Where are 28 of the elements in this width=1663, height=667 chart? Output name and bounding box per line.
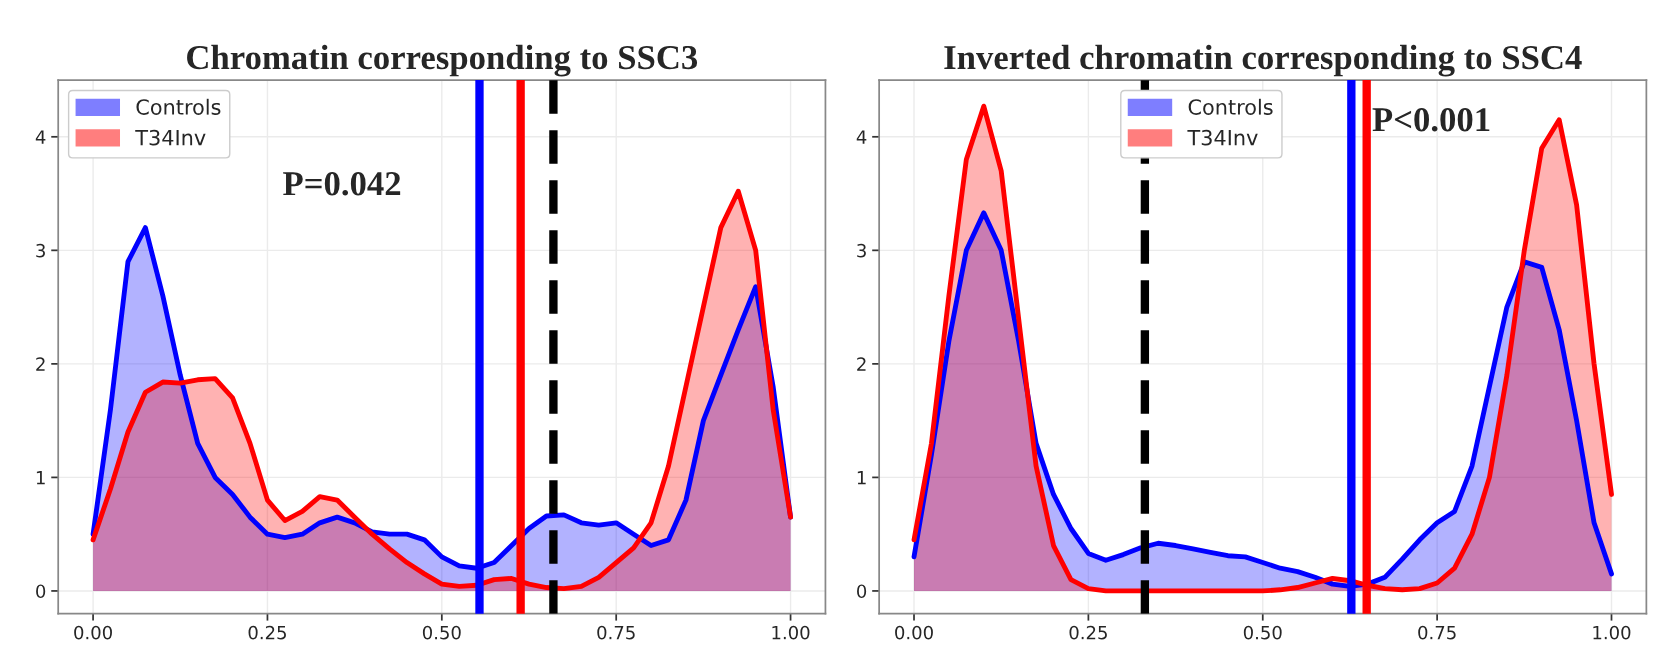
chart-title: Inverted chromatin corresponding to SSC4 xyxy=(944,44,1582,77)
x-tick-label: 0.50 xyxy=(422,625,461,640)
y-tick-label: 1 xyxy=(36,471,45,485)
x-tick-label: 0.75 xyxy=(1418,625,1456,640)
legend-label: Controls xyxy=(136,98,221,115)
y-tick-label: 0 xyxy=(36,584,46,599)
y-tick-label: 2 xyxy=(857,357,866,371)
x-tick-label: 0.25 xyxy=(248,625,286,640)
y-tick-label: 3 xyxy=(857,243,866,258)
y-tick-label: 4 xyxy=(35,130,46,144)
y-tick-label: 4 xyxy=(856,130,867,144)
x-tick-label: 1.00 xyxy=(772,625,810,640)
y-tick-label: 0 xyxy=(857,584,867,599)
legend-label: T34Inv xyxy=(135,129,206,146)
annotation: P<0.001 xyxy=(1372,107,1490,132)
chart-title: Chromatin corresponding to SSC3 xyxy=(187,44,698,77)
x-tick-label: 1.00 xyxy=(1593,625,1631,640)
legend-label: T34Inv xyxy=(1187,129,1258,146)
y-tick-label: 1 xyxy=(857,471,866,485)
x-tick-label: 0.00 xyxy=(74,625,112,640)
x-tick-label: 0.75 xyxy=(597,625,635,640)
y-tick-label: 3 xyxy=(36,243,45,258)
x-tick-label: 0.00 xyxy=(895,625,933,640)
y-tick-label: 2 xyxy=(36,357,45,371)
legend-label: Controls xyxy=(1188,98,1273,115)
x-tick-label: 0.50 xyxy=(1243,625,1282,640)
annotation: P=0.042 xyxy=(283,172,401,196)
x-tick-label: 0.25 xyxy=(1069,625,1107,640)
